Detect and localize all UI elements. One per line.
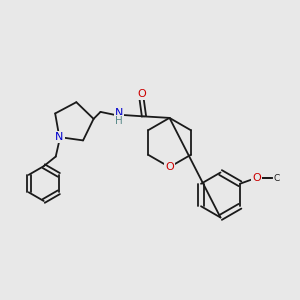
Text: O: O xyxy=(252,173,261,183)
Text: O: O xyxy=(165,162,174,172)
Text: H: H xyxy=(115,116,123,127)
Text: O: O xyxy=(137,88,146,99)
Text: C: C xyxy=(274,174,280,183)
Text: N: N xyxy=(55,132,64,142)
Text: N: N xyxy=(115,108,123,118)
